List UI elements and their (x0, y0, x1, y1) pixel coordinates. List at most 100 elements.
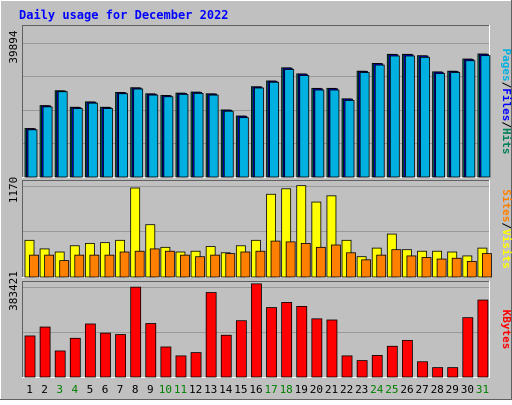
x-tick-label-day-10: 10 (159, 383, 172, 396)
x-tick-label-day-27: 27 (415, 383, 428, 396)
x-tick-label-day-11: 11 (174, 383, 187, 396)
bar-pages-day-19 (299, 75, 310, 178)
x-tick-label-day-8: 8 (132, 383, 139, 396)
bar-pages-day-6 (103, 108, 113, 178)
bar-kbytes-day-7 (115, 334, 126, 378)
bar-sites-day-24 (376, 254, 387, 278)
x-tick-label-day-3: 3 (56, 383, 63, 396)
right-axis-label-part: / (500, 82, 512, 89)
bar-sites-day-22 (346, 252, 356, 278)
bar-pages-day-30 (465, 60, 476, 178)
x-tick-label-day-18: 18 (280, 383, 293, 396)
bar-sites-day-19 (300, 243, 311, 278)
panel-visits-sites: 1170 Sites/Visits (7, 177, 512, 278)
bar-pages-day-12 (193, 93, 204, 178)
bar-sites-day-17 (270, 240, 281, 278)
x-tick-label-day-29: 29 (446, 383, 459, 396)
bar-sites-day-31 (481, 253, 492, 278)
bar-pages-day-13 (208, 94, 219, 178)
bar-sites-day-14 (225, 253, 236, 278)
bar-kbytes-day-17 (266, 307, 277, 378)
bar-kbytes-day-6 (100, 332, 111, 378)
bar-kbytes-day-25 (386, 345, 398, 378)
bar-pages-day-17 (269, 81, 279, 178)
bar-kbytes-day-11 (175, 355, 187, 378)
x-tick-label-day-4: 4 (71, 383, 78, 396)
bar-pages-day-21 (329, 89, 340, 178)
bar-kbytes-day-22 (341, 355, 353, 378)
bar-sites-day-6 (104, 254, 115, 278)
bar-sites-day-13 (210, 254, 221, 278)
bar-kbytes-day-27 (417, 361, 428, 378)
bar-kbytes-day-26 (402, 340, 413, 378)
x-tick-label-day-16: 16 (249, 383, 262, 396)
bar-sites-day-7 (119, 251, 130, 278)
bar-pages-day-25 (389, 55, 400, 178)
bar-pages-day-24 (374, 64, 385, 178)
x-tick-label-day-6: 6 (102, 383, 109, 396)
right-axis-label-part: Files (500, 88, 512, 121)
bar-sites-day-26 (406, 255, 417, 278)
bar-sites-day-29 (451, 257, 462, 278)
bar-kbytes-day-29 (447, 367, 459, 378)
x-tick-label-day-1: 1 (26, 383, 33, 396)
bar-sites-day-12 (195, 256, 205, 278)
right-axis-label-part: / (500, 222, 512, 229)
x-tick-label-day-21: 21 (325, 383, 338, 396)
bar-kbytes-day-12 (190, 352, 202, 378)
bar-sites-day-18 (285, 241, 296, 278)
bar-pages-day-20 (314, 89, 325, 178)
right-axis-label-part: Visits (500, 229, 512, 269)
bar-sites-day-11 (180, 254, 190, 278)
bar-sites-day-28 (436, 258, 447, 278)
bar-kbytes-day-15 (235, 320, 247, 378)
chart-title: Daily usage for December 2022 (19, 8, 229, 22)
bar-sites-day-3 (59, 260, 70, 278)
bar-sites-day-16 (255, 250, 266, 278)
bar-pages-day-2 (42, 106, 53, 178)
bar-pages-day-11 (178, 94, 189, 178)
right-axis-label-part: Sites (500, 189, 512, 222)
bar-pages-day-8 (133, 88, 144, 178)
x-tick-label-day-13: 13 (204, 383, 217, 396)
bar-kbytes-day-5 (84, 323, 96, 378)
bar-sites-day-5 (89, 254, 100, 278)
x-tick-label-day-5: 5 (87, 383, 94, 396)
bar-pages-day-3 (57, 91, 68, 178)
right-axis-label-part: / (500, 121, 512, 128)
bar-pages-day-18 (284, 69, 295, 178)
panel-kbytes: 383421 KBytes (7, 271, 512, 378)
bar-pages-day-22 (344, 100, 355, 178)
bar-kbytes-day-31 (477, 299, 489, 378)
x-tick-label-day-26: 26 (400, 383, 413, 396)
bar-sites-day-20 (315, 246, 326, 278)
bar-pages-day-29 (450, 72, 461, 178)
bar-sites-day-23 (361, 259, 372, 278)
bar-sites-day-10 (164, 250, 175, 278)
x-tick-label-day-30: 30 (461, 383, 474, 396)
bar-pages-day-5 (87, 102, 98, 178)
x-tick-label-day-19: 19 (295, 383, 308, 396)
bar-kbytes-day-9 (145, 323, 157, 378)
bar-pages-day-9 (148, 94, 159, 178)
x-tick-label-day-15: 15 (234, 383, 247, 396)
bar-kbytes-day-28 (432, 367, 444, 378)
right-axis-label: KBytes (500, 310, 512, 350)
y-tick-label: 1170 (7, 177, 20, 204)
bar-kbytes-day-21 (326, 319, 338, 378)
bar-kbytes-day-13 (205, 292, 217, 378)
bar-sites-day-30 (466, 260, 477, 278)
bar-kbytes-day-16 (251, 283, 262, 378)
bar-sites-day-1 (29, 254, 39, 278)
x-tick-label-day-17: 17 (264, 383, 277, 396)
bar-sites-day-8 (134, 250, 145, 278)
x-tick-label-day-14: 14 (219, 383, 233, 396)
x-tick-label-day-31: 31 (476, 383, 489, 396)
bar-pages-day-23 (359, 72, 370, 178)
bar-pages-day-28 (435, 73, 446, 178)
bar-pages-day-15 (238, 117, 249, 178)
bar-kbytes-day-4 (69, 337, 81, 378)
bar-sites-day-2 (44, 254, 54, 278)
bar-sites-day-15 (240, 251, 251, 278)
